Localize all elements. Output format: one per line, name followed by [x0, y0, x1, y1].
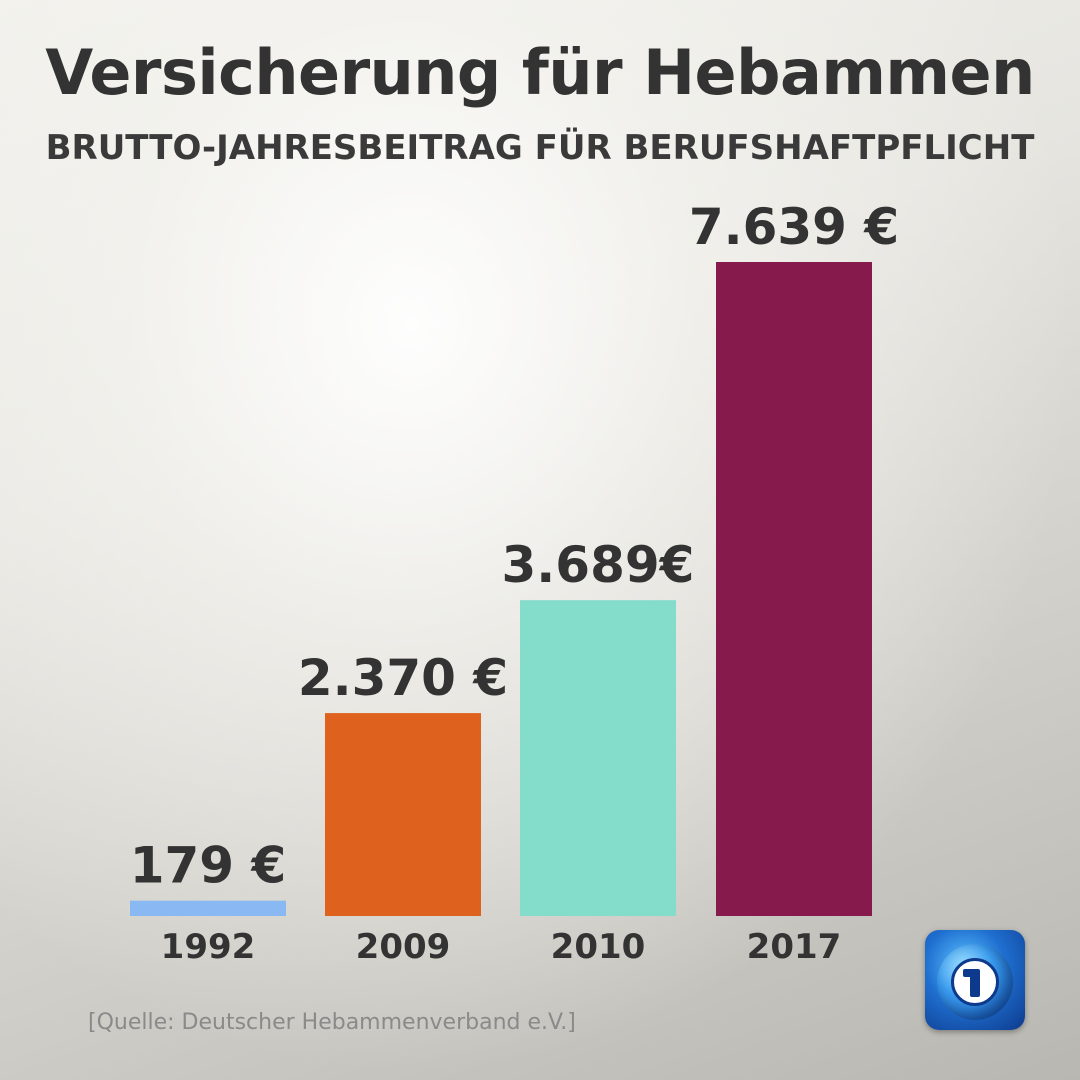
chart-subtitle: BRUTTO-JAHRESBEITRAG FÜR BERUFSHAFTPFLIC…: [45, 128, 1035, 168]
category-label-2010: 2010: [551, 927, 646, 967]
tagesschau-logo-icon: [925, 930, 1025, 1030]
chart-title: Versicherung für Hebammen: [45, 36, 1035, 109]
bar-1992: [130, 900, 286, 916]
ard-one-icon: [951, 958, 999, 1006]
bar-2009: [325, 713, 481, 916]
category-label-2017: 2017: [747, 927, 842, 967]
bar-2017: [716, 262, 872, 916]
category-label-2009: 2009: [356, 927, 451, 967]
value-label-2010: 3.689€: [502, 536, 695, 594]
value-label-2009: 2.370 €: [298, 649, 508, 707]
value-label-2017: 7.639 €: [689, 198, 899, 256]
value-label-1992: 179 €: [130, 837, 287, 895]
source-note: [Quelle: Deutscher Hebammenverband e.V.]: [88, 1010, 576, 1035]
category-label-1992: 1992: [161, 927, 256, 967]
bar-2010: [520, 600, 676, 916]
